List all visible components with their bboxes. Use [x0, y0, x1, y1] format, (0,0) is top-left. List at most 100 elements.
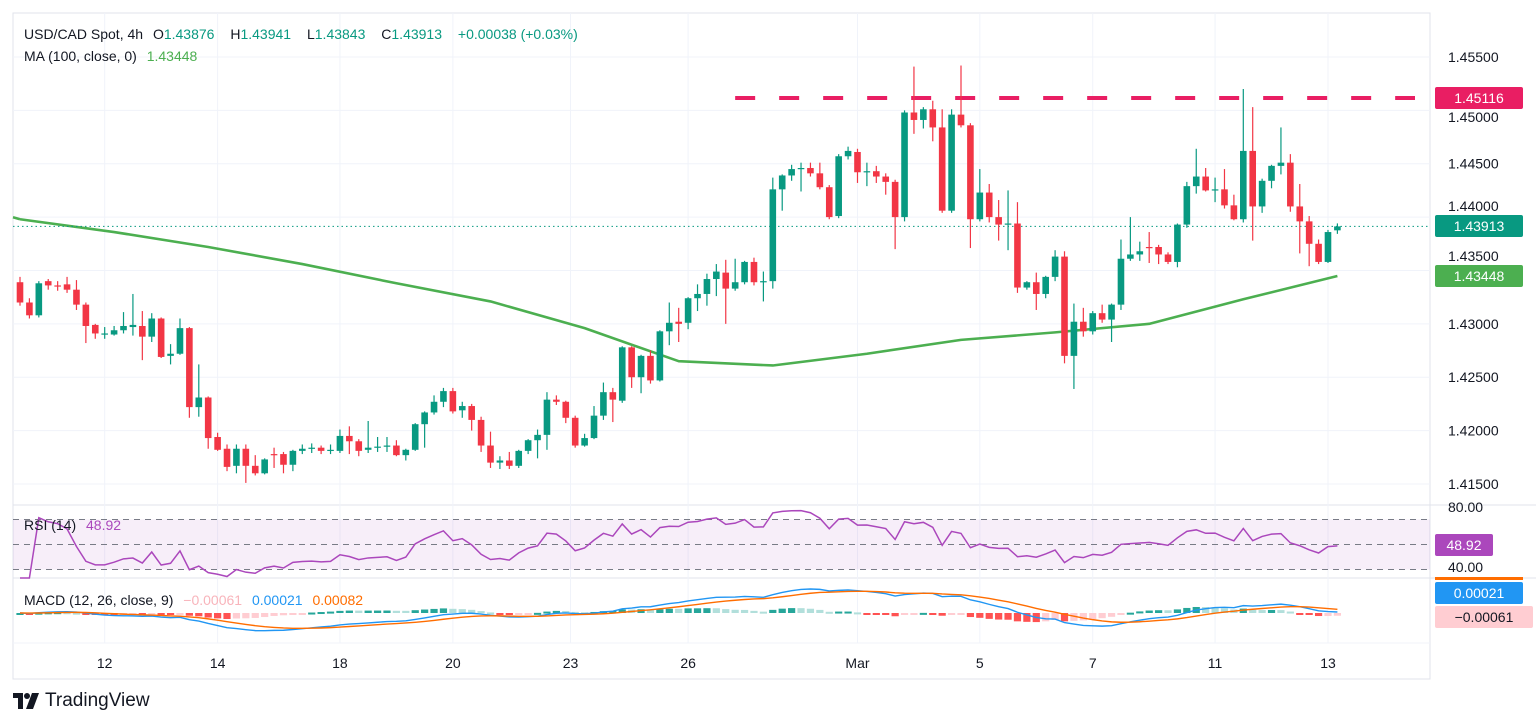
- macd-histogram-bar: [618, 609, 626, 613]
- rsi-line: [20, 509, 1338, 579]
- macd-histogram-bar: [938, 613, 946, 616]
- candle-up: [195, 397, 203, 408]
- candle-up: [1334, 226, 1341, 231]
- rsi-legend: RSI (14) 48.92: [24, 516, 127, 534]
- candle-up: [148, 318, 156, 337]
- macd-histogram-bar: [693, 608, 702, 613]
- macd-histogram-bar: [166, 613, 175, 615]
- macd-histogram-bar: [16, 613, 24, 615]
- macd-histogram-bar: [1155, 610, 1163, 613]
- candle-down: [929, 109, 937, 128]
- candle-up: [1268, 165, 1275, 181]
- candle-down: [873, 171, 880, 177]
- macd-histogram-bar: [1249, 609, 1257, 613]
- macd-histogram-bar: [185, 613, 193, 616]
- candle-down: [54, 285, 61, 287]
- rsi-value: 48.92: [86, 517, 122, 533]
- macd-histogram-bar: [543, 611, 551, 614]
- macd-histogram-bar: [421, 609, 429, 613]
- macd-histogram-bar: [1267, 610, 1276, 613]
- price-axis-label: 1.43000: [1448, 316, 1499, 332]
- candle-down: [214, 437, 221, 450]
- candle-up: [760, 281, 767, 283]
- macd-histogram-bar: [82, 613, 90, 615]
- last-price-tag: 1.43913: [1435, 215, 1523, 237]
- chart-frame: [12, 12, 1431, 680]
- candle-up: [308, 447, 316, 449]
- macd-histogram-bar: [449, 608, 457, 613]
- candle-up: [713, 271, 720, 280]
- candle-up: [524, 440, 532, 451]
- candle-up: [1277, 162, 1285, 166]
- macd-histogram-bar: [844, 611, 852, 614]
- candle-up: [1089, 313, 1097, 332]
- candle-up: [600, 392, 607, 416]
- candle-down: [1315, 243, 1322, 262]
- macd-histogram-bar: [1220, 608, 1229, 613]
- rsi-value-tag: 48.92: [1435, 534, 1493, 556]
- macd-line: [19, 588, 1338, 632]
- macd-histogram-bar: [872, 613, 880, 615]
- ma-value: 1.43448: [146, 48, 198, 64]
- candle-down: [722, 272, 730, 289]
- candle-up: [665, 322, 673, 332]
- macd-histogram-bar: [373, 610, 382, 613]
- macd-histogram-bar: [496, 613, 504, 615]
- candle-up: [1258, 180, 1266, 207]
- macd-histogram-bar: [223, 613, 231, 620]
- candle-down: [938, 127, 946, 211]
- candle-up: [1117, 258, 1125, 305]
- candle-down: [553, 399, 560, 402]
- macd-histogram-bar: [1324, 613, 1332, 617]
- candle-down: [468, 406, 475, 420]
- symbol-legend: USD/CAD Spot, 4h O1.43876 H1.43941 L1.43…: [24, 25, 584, 43]
- macd-histogram-bar: [731, 609, 739, 613]
- candle-down: [750, 261, 758, 283]
- candle-down: [186, 328, 193, 408]
- candle-down: [816, 173, 824, 188]
- high-value: 1.43941: [240, 26, 292, 42]
- candle-up: [411, 424, 419, 450]
- macd-histogram-bar: [712, 608, 720, 613]
- candle-up: [901, 112, 908, 218]
- candle-down: [807, 167, 814, 174]
- candle-up: [1108, 304, 1115, 320]
- macd-histogram-bar: [477, 611, 485, 614]
- candle-up: [110, 330, 118, 335]
- candle-down: [1032, 282, 1040, 294]
- candle-down: [91, 324, 99, 334]
- candle-down: [477, 419, 485, 446]
- candle-up: [1051, 256, 1059, 277]
- price-axis-label: 1.42500: [1448, 369, 1499, 385]
- ma-label: MA (100, close, 0): [24, 48, 137, 64]
- tradingview-logo[interactable]: TradingView: [13, 690, 150, 712]
- price-axis-label: 1.44000: [1448, 198, 1499, 214]
- candle-down: [1287, 162, 1294, 207]
- macd-histogram-bar: [1183, 607, 1191, 613]
- candle-down: [317, 447, 325, 451]
- macd-histogram-tag: −0.00061: [1435, 606, 1533, 628]
- candle-down: [647, 355, 654, 381]
- macd-histogram-bar: [1098, 613, 1106, 619]
- candle-up: [703, 279, 711, 294]
- macd-histogram-bar: [1211, 607, 1219, 613]
- candle-up: [543, 399, 551, 435]
- macd-histogram-bar: [947, 613, 956, 615]
- candle-up: [299, 448, 306, 451]
- candle-down: [355, 441, 363, 451]
- macd-histogram-bar: [797, 608, 805, 613]
- candle-down: [346, 435, 353, 442]
- open-label: O: [152, 26, 164, 42]
- rsi-axis-label: 80.00: [1448, 499, 1483, 515]
- macd-histogram-bar: [778, 608, 786, 613]
- macd-histogram-bar: [411, 610, 419, 613]
- macd-histogram-bar: [1296, 613, 1304, 615]
- candle-up: [920, 109, 927, 120]
- candle-up: [327, 449, 334, 452]
- candle-up: [430, 401, 438, 413]
- macd-histogram-bar: [279, 613, 288, 616]
- price-axis-label: 1.43500: [1448, 248, 1499, 264]
- candle-down: [628, 347, 635, 378]
- low-value: 1.43843: [314, 26, 366, 42]
